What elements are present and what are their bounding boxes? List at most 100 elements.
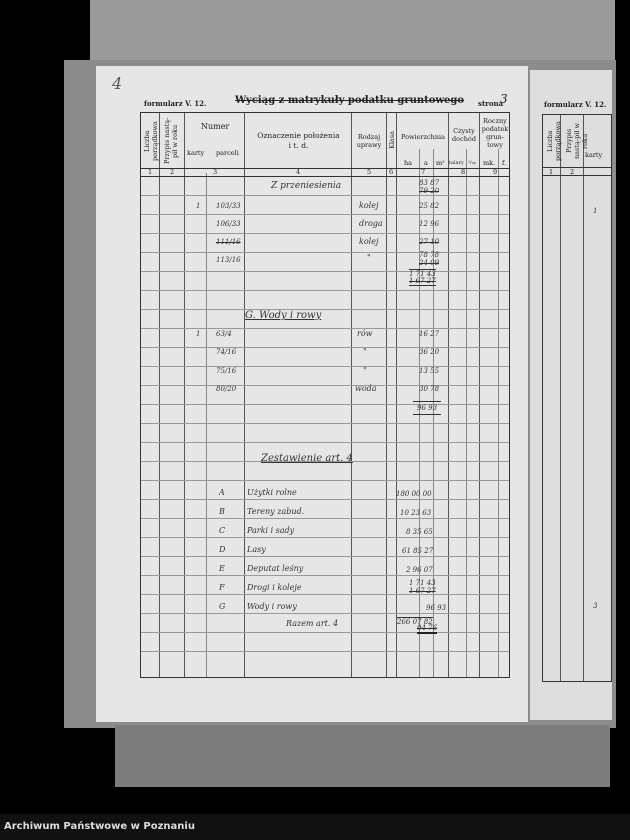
parcel-value: 80/20 — [216, 385, 237, 393]
col-header-mk: mk. — [483, 159, 496, 167]
summary-area: 10 23 63 — [400, 509, 432, 517]
col-header-powierzchnia: Powierzchnia — [400, 133, 445, 141]
right-entry: 1 — [593, 207, 598, 215]
col-header-przypis: Przypis nastą-pił w roku — [163, 117, 179, 165]
col-header-ha: ha — [404, 159, 413, 167]
area-value-old: 24 09 — [419, 259, 440, 267]
use-value: " — [363, 366, 367, 375]
summary-letter: F — [219, 583, 225, 592]
summary-area: 2 96 07 — [406, 566, 433, 574]
karty-value: 1 — [196, 330, 201, 338]
right-col-num: 2 — [570, 168, 575, 176]
summary-letter: B — [219, 507, 225, 516]
col-header-a: a — [424, 159, 428, 167]
parcel-value: 111/16 — [216, 238, 241, 246]
right-form-label: formularz V. 12. — [544, 100, 607, 109]
parcel-value: 63/4 — [216, 330, 232, 338]
col-header-talary: talary — [449, 160, 464, 166]
area-value: 78 78 — [419, 251, 440, 259]
archive-footer: Archiwum Państwowe w Poznaniu — [0, 814, 630, 840]
parcel-value: 113/16 — [216, 256, 241, 264]
summary-area: 180 00 00 — [396, 490, 432, 498]
section-heading: G. Wody i rowy — [245, 310, 322, 321]
parcel-value: 75/16 — [216, 367, 237, 375]
col-header-czysty: Czysty dochód — [452, 127, 476, 143]
use-value: " — [363, 347, 367, 356]
col-header-roczny: Roczny podatek grun-towy — [481, 117, 509, 149]
summary-name: Tereny zabud. — [247, 507, 305, 516]
area-total: 1 71 43 — [409, 269, 436, 278]
summary-letter: G — [219, 602, 226, 611]
col-num: 3 — [213, 168, 218, 176]
karty-value: 1 — [196, 202, 201, 210]
area-value: 16 27 — [419, 330, 440, 338]
area-total: 96 93 — [413, 401, 442, 415]
summary-area: 61 85 27 — [402, 547, 434, 555]
summary-name: Drogi i koleje — [247, 583, 302, 592]
col-header-karty: karty — [187, 149, 205, 157]
use-value: " — [367, 253, 371, 262]
col-num: 1 — [148, 168, 153, 176]
summary-letter: D — [219, 545, 226, 554]
col-header-klasa: Klasa — [388, 130, 396, 150]
parcel-value: 103/33 — [216, 202, 241, 210]
use-value: woda — [355, 384, 377, 393]
col-header-oznaczenie: Oznaczenie położenia i t. d. — [257, 131, 340, 150]
col-header-lp: Liczba porządkowa — [143, 121, 159, 161]
page-label: strona — [478, 99, 504, 108]
col-num: 6 — [389, 168, 394, 176]
summary-name: Parki i sady — [247, 526, 295, 535]
summary-name: Wody i rowy — [247, 602, 297, 611]
underlying-sheet — [115, 725, 610, 787]
area-value: 13 55 — [419, 367, 440, 375]
right-col-num: 1 — [549, 168, 554, 176]
col-num: 9 — [493, 168, 498, 176]
form-label: formularz V. 12. — [144, 99, 207, 108]
col-header-numer: Numer — [201, 122, 230, 131]
summary-area: 96 93 — [426, 604, 447, 612]
right-table: Liczba porządkowa Przypis nastą-pił w ro… — [542, 114, 612, 682]
right-col-karty: karty — [585, 151, 603, 159]
use-value: kolej — [359, 237, 379, 246]
parcel-value: 74/16 — [216, 348, 237, 356]
area-value: 30 78 — [419, 385, 440, 393]
summary-letter: A — [219, 488, 225, 497]
col-header-f: f. — [502, 159, 507, 167]
summary-area-old: 1 67 27 — [409, 587, 436, 595]
carry-over-label: Z przeniesienia — [271, 181, 342, 191]
right-entry: 3 — [593, 602, 598, 610]
use-value: kolej — [359, 201, 379, 210]
document-title: Wyciąg z matrykuły podatku gruntowego — [235, 95, 465, 106]
parcel-value: 106/33 — [216, 220, 241, 228]
document-page — [96, 66, 528, 722]
summary-total: 266 07 82 — [397, 617, 433, 626]
col-header-rodzaj: Rodzaj uprawy — [356, 133, 382, 149]
area-value: 25 82 — [419, 202, 440, 210]
summary-name: Lasy — [247, 545, 266, 554]
col-num: 8 — [461, 168, 466, 176]
background-page — [90, 0, 615, 64]
area-total-old: 1 67 27 — [409, 277, 436, 286]
area-value: 12 96 — [419, 220, 440, 228]
col-num: 5 — [367, 168, 372, 176]
col-num: 7 — [421, 168, 426, 176]
right-page: formularz V. 12. Liczba porządkowa Przyp… — [530, 70, 612, 720]
area-value: 27 10 — [419, 238, 440, 246]
right-col-1: Liczba porządkowa — [546, 121, 562, 161]
summary-area: 1 71 43 — [409, 579, 436, 587]
summary-letter: E — [219, 564, 225, 573]
use-value: rów — [357, 329, 373, 338]
page-number: 3 — [500, 92, 508, 106]
summary-area: 8 35 65 — [406, 528, 433, 536]
col-num: 4 — [296, 168, 301, 176]
ledger-table: Liczba porządkowa Przypis nastą-pił w ro… — [140, 112, 510, 678]
summary-name: Deputat leśny — [247, 564, 304, 573]
area-value-old: 79 20 — [419, 187, 440, 195]
area-value: 36 20 — [419, 348, 440, 356]
col-num: 2 — [170, 168, 175, 176]
pencil-number: 4 — [112, 74, 123, 93]
summary-name: Użytki rolne — [247, 488, 297, 497]
col-header-parceli: parceli — [216, 149, 239, 157]
summary-total-old: 04 76 — [417, 624, 438, 634]
summary-total-label: Razem art. 4 — [286, 619, 339, 628]
